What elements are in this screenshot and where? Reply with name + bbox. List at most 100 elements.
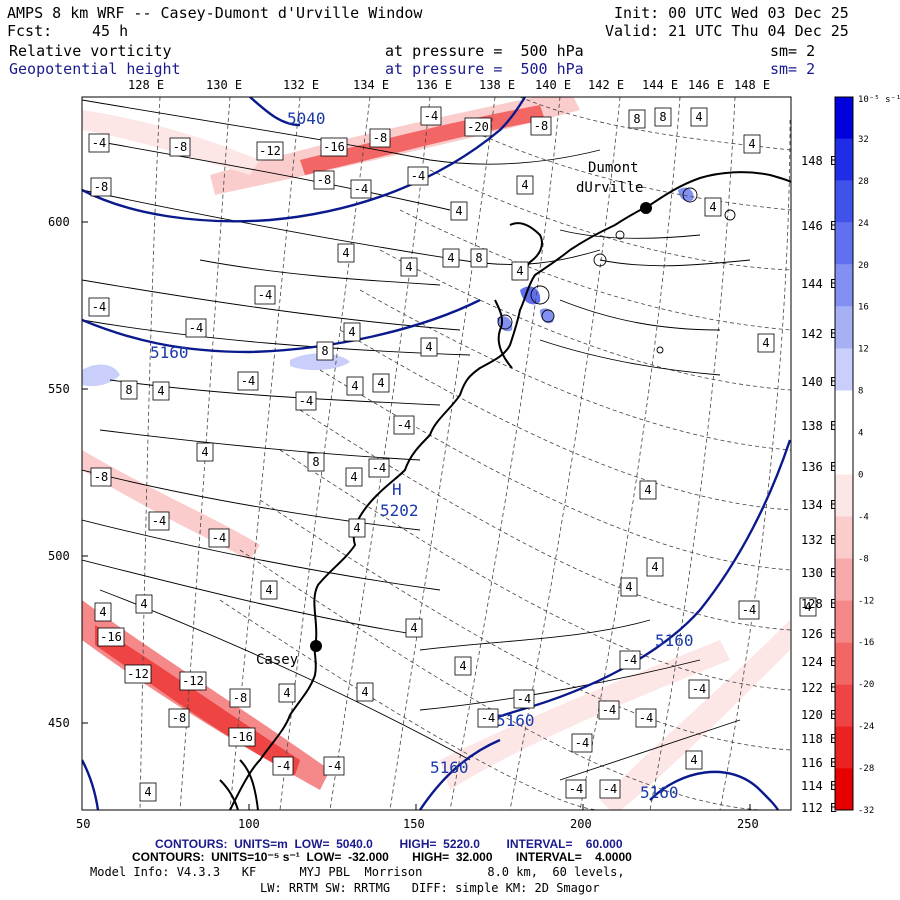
vort-label: 4: [709, 200, 716, 214]
vort-label: -16: [231, 730, 253, 744]
positive-vorticity-patch: [290, 353, 350, 371]
height-label: 5160: [496, 711, 535, 730]
vort-label: 4: [353, 521, 360, 535]
vort-label: -8: [534, 119, 548, 133]
colorbar-swatch: [835, 768, 853, 810]
vort-label: -12: [127, 667, 149, 681]
casey-label: Casey: [256, 652, 298, 668]
top-lon-label: 132 E: [283, 78, 320, 92]
field1-name: Relative vorticity: [9, 42, 172, 60]
top-lon-label: 146 E: [688, 78, 725, 92]
colorbar-tick-label: 12: [858, 345, 869, 355]
vort-label: -4: [189, 321, 203, 335]
vort-label: 4: [804, 600, 811, 614]
colorbar-tick-label: 32: [858, 135, 869, 145]
colorbar-tick-label: -28: [858, 764, 874, 774]
colorbar: 32 28 24 20 16 12 8 4 0 -4 -8 -12 -16 -20 -24 -28 -32: [834, 96, 874, 816]
right-lon-label: 148 E: [801, 154, 837, 168]
colorbar-frame: [834, 96, 854, 811]
init-time: Init: 00 UTC Wed 03 Dec 25: [614, 4, 849, 22]
vort-label: 4: [361, 685, 368, 699]
x-axis: 50 100 150 200 250: [76, 804, 759, 831]
colorbar-tick-label: 16: [858, 303, 869, 313]
stations: Casey Dumont dUrville: [256, 160, 652, 668]
vort-label: -4: [397, 418, 411, 432]
vort-label: -4: [481, 711, 495, 725]
negative-vorticity-band: [440, 640, 730, 790]
lat-lon-grid: [139, 97, 791, 810]
vort-label: -12: [182, 674, 204, 688]
colorbar-tick-label: -4: [858, 512, 869, 522]
y-axis: 600 550 500 450: [48, 215, 88, 730]
right-lon-label: 144 E: [801, 277, 837, 291]
vort-label: 4: [748, 137, 755, 151]
vort-label: 4: [348, 325, 355, 339]
vort-label: -16: [100, 630, 122, 644]
map-title: AMPS 8 km WRF -- Casey-Dumont d'Urville …: [7, 4, 423, 22]
right-lon-label: 118 E: [801, 732, 837, 746]
colorbar-swatch: [835, 222, 853, 265]
contours-height-info: CONTOURS: UNITS=m LOW= 5040.0 HIGH= 5220…: [155, 837, 623, 851]
top-lon-label: 136 E: [416, 78, 453, 92]
high-pressure-marker: H: [392, 480, 402, 499]
vort-label: -8: [94, 180, 108, 194]
vort-label: 4: [283, 686, 290, 700]
vort-label: 8: [312, 455, 319, 469]
vort-label: 4: [351, 379, 358, 393]
right-lon-label: 130 E: [801, 566, 837, 580]
vort-label: 4: [140, 597, 147, 611]
colorbar-swatch: [835, 558, 853, 601]
vort-label: -8: [172, 711, 186, 725]
colorbar-swatch: [835, 390, 853, 433]
height-contour-labels: 5040 5160 5160 5160 5160 5160 H 5202: [150, 109, 694, 802]
right-lon-label: 120 E: [801, 708, 837, 722]
height-label: 5160: [655, 631, 694, 650]
colorbar-swatch: [835, 600, 853, 643]
vort-label: 4: [144, 785, 151, 799]
vort-label: 8: [321, 344, 328, 358]
colorbar-tick-label: 20: [858, 261, 869, 271]
vorticity-labels: -4 -8 -12 -16 -8 -4 -20 -8 -8 -4 -4 -8 8…: [88, 106, 817, 802]
right-lon-label: 128 E: [801, 597, 837, 611]
vort-label: 4: [425, 340, 432, 354]
top-lon-label: 134 E: [353, 78, 390, 92]
right-lon-label: 114 E: [801, 779, 837, 793]
vort-label: -4: [241, 374, 255, 388]
vort-label: 4: [201, 445, 208, 459]
vort-label: -8: [94, 470, 108, 484]
y-tick-label: 600: [48, 215, 70, 229]
vort-label: 4: [350, 470, 357, 484]
vort-label: -4: [276, 759, 290, 773]
vort-label: -4: [742, 603, 756, 617]
colorbar-swatch: [835, 726, 853, 769]
vort-label: -4: [424, 109, 438, 123]
colorbar-tick-label: -32: [858, 806, 874, 816]
top-lon-label: 148 E: [734, 78, 771, 92]
colorbar-tick-label: 24: [858, 219, 869, 229]
vorticity-shading: [82, 97, 790, 810]
forecast-label: Fcst:: [7, 22, 53, 40]
right-lon-label: 132 E: [801, 533, 837, 547]
right-lon-label: 116 E: [801, 756, 837, 770]
vort-label: 4: [157, 384, 164, 398]
height-label: 5160: [150, 343, 189, 362]
vort-label: -20: [467, 120, 489, 134]
vort-label: -4: [602, 703, 616, 717]
vort-label: -4: [692, 682, 706, 696]
field2-level: at pressure = 500 hPa: [385, 60, 584, 78]
vort-label: 4: [342, 246, 349, 260]
top-lon-label: 140 E: [535, 78, 572, 92]
vort-label: -12: [259, 144, 281, 158]
colorbar-tick-label: -16: [858, 638, 874, 648]
right-lon-label: 124 E: [801, 655, 837, 669]
colorbar-swatch: [835, 684, 853, 727]
vort-label: -4: [639, 711, 653, 725]
dumont-label-line1: Dumont: [588, 160, 639, 176]
valid-time: Valid: 21 UTC Thu 04 Dec 25: [605, 22, 849, 40]
vort-label: 4: [521, 178, 528, 192]
height-label: 5160: [640, 783, 679, 802]
colorbar-tick-label: -24: [858, 722, 874, 732]
vort-label: -4: [212, 531, 226, 545]
right-lon-label: 142 E: [801, 327, 837, 341]
vort-label: 4: [447, 251, 454, 265]
